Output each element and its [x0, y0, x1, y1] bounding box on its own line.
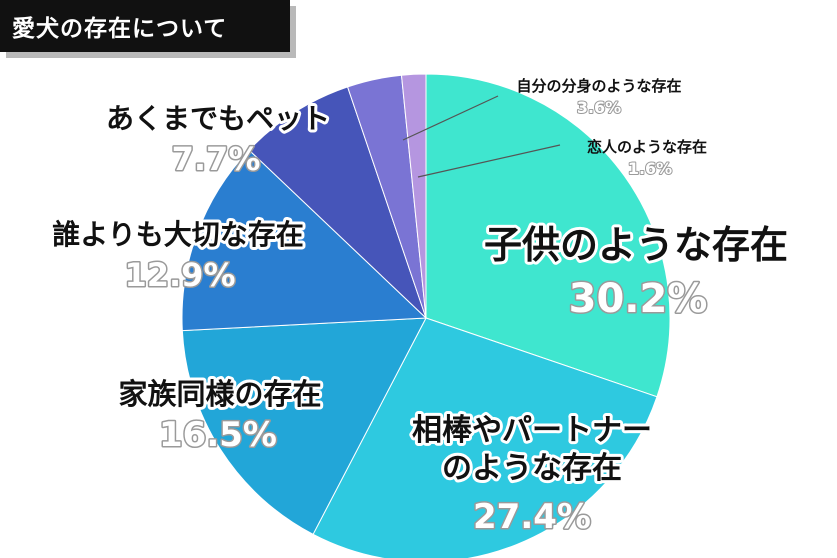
- slice-name-4: 誰よりも大切な存在: [52, 218, 303, 251]
- slice-name-7: 恋人のような存在: [587, 138, 707, 156]
- pie-slice-5: [248, 86, 427, 319]
- slice-name-5: あくまでもペット: [106, 102, 330, 135]
- pie-slice-3: [181, 317, 427, 535]
- slice-value-2: 27.4%: [473, 497, 591, 537]
- leader-line-6: [402, 95, 499, 141]
- slice-name-6: 自分の分身のような存在: [516, 77, 681, 95]
- slice-name-2-line-2: のような存在: [442, 451, 622, 486]
- slice-name-3: 家族同様の存在: [118, 377, 321, 411]
- slice-name-1: 子供のような存在: [484, 223, 788, 267]
- slice-value-6: 3.6%: [577, 98, 621, 117]
- slice-value-3: 16.5%: [159, 415, 277, 455]
- pie-slices: [181, 73, 671, 558]
- slice-value-1: 30.2%: [569, 276, 708, 322]
- slice-label-1: 子供のような存在 30.2%: [481, 220, 791, 324]
- chart-title: 愛犬の存在について: [12, 16, 228, 42]
- slice-label-6: 自分の分身のような存在 3.6%: [402, 77, 682, 141]
- slice-label-3: 家族同様の存在 16.5%: [115, 374, 324, 457]
- chart-title-box: 愛犬の存在について: [0, 0, 290, 52]
- slice-label-4: 誰よりも大切な存在 12.9%: [49, 215, 306, 296]
- pie-slice-7: [400, 73, 427, 319]
- slice-value-4: 12.9%: [124, 256, 235, 294]
- pie-slice-4: [181, 149, 428, 332]
- pie-slice-1: [425, 73, 671, 398]
- slice-name-2-line-1: 相棒やパートナー: [412, 413, 652, 448]
- leader-line-7: [417, 144, 561, 178]
- pie-slice-2: [312, 317, 658, 558]
- slice-value-5: 7.7%: [172, 140, 261, 178]
- slice-label-7: 恋人のような存在 1.6%: [417, 138, 707, 179]
- slice-value-7: 1.6%: [628, 159, 672, 178]
- slice-label-5: あくまでもペット 7.7%: [103, 99, 333, 180]
